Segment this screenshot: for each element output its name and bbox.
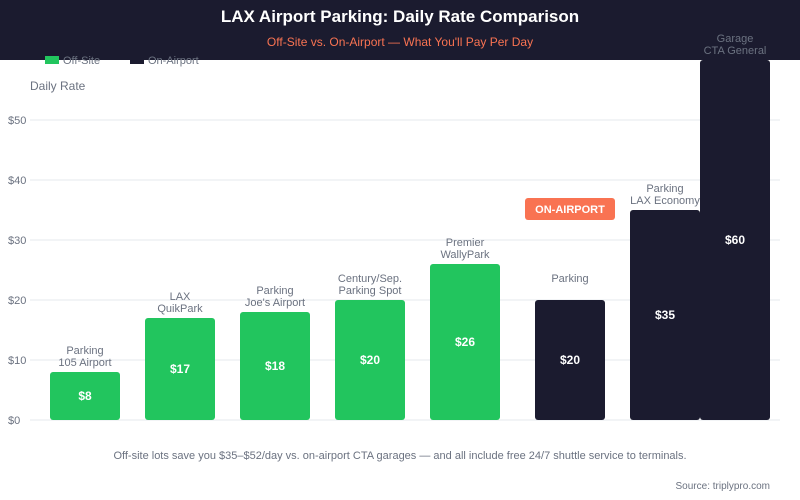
bar-category-label: Premier	[446, 237, 485, 249]
bar	[145, 318, 215, 420]
source-credit: Source: triplypro.com	[676, 481, 770, 492]
bar-category-label: Parking	[256, 285, 293, 297]
header-band	[0, 0, 800, 60]
bar-category-label: Parking	[66, 345, 103, 357]
chart-title: LAX Airport Parking: Daily Rate Comparis…	[221, 7, 579, 26]
legend-label: Off-Site	[63, 55, 100, 67]
bar	[335, 300, 405, 420]
y-tick-label: $40	[8, 175, 26, 187]
bar-category-label: WallyPark	[440, 249, 490, 261]
bar	[700, 60, 770, 420]
bar-category-label: Parking Spot	[339, 285, 402, 297]
bar-category-label: Parking	[551, 273, 588, 285]
on-airport-badge	[525, 198, 615, 220]
bar-category-label: Joe's Airport	[245, 297, 305, 309]
y-tick-label: $0	[8, 415, 20, 427]
bar-category-label: QuikPark	[157, 303, 203, 315]
bar-value-label: $60	[725, 233, 745, 247]
bar-category-label: LAX	[170, 291, 191, 303]
y-tick-label: $50	[8, 115, 26, 127]
bar-value-label: $8	[78, 389, 92, 403]
bar-value-label: $35	[655, 308, 675, 322]
bar-value-label: $18	[265, 359, 285, 373]
on-airport-badge-label: ON-AIRPORT	[535, 204, 605, 216]
chart-subtitle: Off-Site vs. On-Airport — What You'll Pa…	[267, 35, 533, 49]
legend-swatch	[45, 56, 59, 64]
bar-value-label: $17	[170, 362, 190, 376]
bar-category-label: Parking	[646, 183, 683, 195]
bar-value-label: $26	[455, 335, 475, 349]
bar	[630, 210, 700, 420]
y-axis-label: Daily Rate	[30, 79, 86, 93]
bar	[240, 312, 310, 420]
legend-swatch	[130, 56, 144, 64]
bar-category-label: LAX Economy	[630, 195, 700, 207]
legend-label: On-Airport	[148, 55, 199, 67]
bar	[50, 372, 120, 420]
bar-category-label: 105 Airport	[58, 357, 111, 369]
y-tick-label: $30	[8, 235, 26, 247]
bar-category-label: Garage	[717, 33, 754, 45]
footnote: Off-site lots save you $35–$52/day vs. o…	[113, 450, 686, 462]
y-tick-label: $20	[8, 295, 26, 307]
bar	[430, 264, 500, 420]
bar-category-label: Century/Sep.	[338, 273, 402, 285]
bar	[535, 300, 605, 420]
bar-value-label: $20	[560, 353, 580, 367]
y-tick-label: $10	[8, 355, 26, 367]
bar-category-label: CTA General	[704, 45, 767, 57]
bar-value-label: $20	[360, 353, 380, 367]
